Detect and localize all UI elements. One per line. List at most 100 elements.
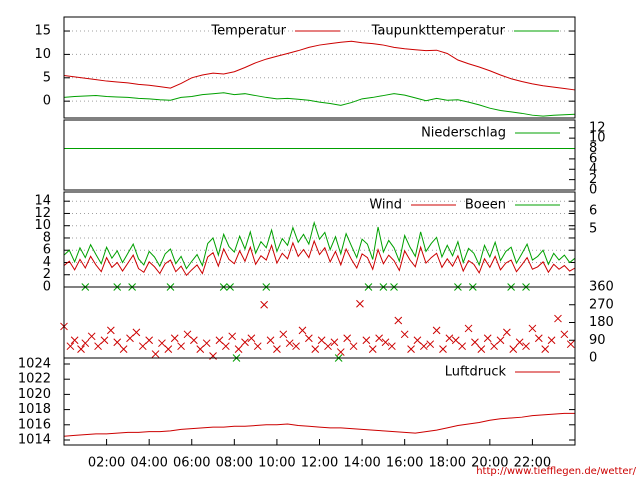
point bbox=[528, 324, 537, 333]
point bbox=[343, 334, 352, 343]
point bbox=[336, 348, 345, 356]
point bbox=[566, 340, 575, 349]
point bbox=[70, 336, 79, 345]
y-tick-label: 0 bbox=[43, 280, 51, 295]
y2-tick-label: 180 bbox=[589, 315, 614, 330]
y-tick-label: 12 bbox=[34, 206, 51, 221]
source-credit: http://www.tiefflegen.de/wetter/ bbox=[476, 466, 636, 477]
point bbox=[190, 336, 198, 345]
legend-label: Luftdruck bbox=[445, 365, 507, 380]
point bbox=[66, 342, 75, 351]
y-tick-label: 14 bbox=[34, 194, 51, 209]
series-line bbox=[63, 412, 575, 437]
point bbox=[541, 345, 550, 353]
y-tick-label: 1014 bbox=[18, 432, 51, 447]
point bbox=[305, 334, 313, 343]
plot-frame bbox=[63, 357, 576, 446]
point bbox=[298, 326, 307, 335]
y2-tick-label: 8 bbox=[589, 141, 597, 156]
y-tick-label: 0 bbox=[43, 94, 51, 109]
legend-label: Niederschlag bbox=[421, 126, 506, 141]
point bbox=[381, 338, 390, 347]
legend-label: Taupunkttemperatur bbox=[371, 24, 506, 39]
point bbox=[349, 342, 358, 351]
point bbox=[419, 342, 428, 351]
point bbox=[234, 345, 243, 353]
point bbox=[77, 345, 85, 353]
point bbox=[145, 336, 154, 345]
y2-tick-label: 6 bbox=[589, 204, 597, 219]
x-tick-label: 08:00 bbox=[216, 456, 253, 471]
point bbox=[158, 339, 166, 348]
point bbox=[330, 338, 339, 347]
point bbox=[445, 334, 454, 343]
point bbox=[451, 336, 460, 345]
point bbox=[106, 326, 115, 335]
point bbox=[324, 342, 332, 351]
point bbox=[138, 342, 147, 351]
point bbox=[253, 342, 262, 351]
point bbox=[490, 342, 498, 351]
point bbox=[170, 334, 179, 343]
x-tick-label: 22:00 bbox=[514, 456, 551, 471]
point bbox=[388, 342, 396, 351]
point bbox=[87, 332, 96, 341]
point bbox=[81, 339, 90, 348]
x-tick-label: 16:00 bbox=[386, 456, 423, 471]
y2-tick-label: 90 bbox=[589, 333, 606, 348]
point bbox=[375, 334, 383, 343]
y-tick-label: 10 bbox=[34, 218, 51, 233]
point bbox=[560, 330, 569, 339]
point bbox=[119, 345, 128, 353]
y-tick-label: 2 bbox=[43, 267, 51, 282]
point bbox=[113, 338, 122, 347]
y2-tick-label: 5 bbox=[589, 222, 597, 237]
point bbox=[285, 339, 294, 348]
series-line bbox=[63, 239, 576, 277]
point bbox=[317, 336, 326, 345]
point bbox=[177, 342, 185, 351]
x-tick-label: 06:00 bbox=[173, 456, 210, 471]
point bbox=[503, 328, 511, 337]
legend-label: Boeen bbox=[465, 198, 506, 213]
y2-tick-label: 6 bbox=[589, 151, 597, 166]
point bbox=[547, 336, 556, 345]
point bbox=[413, 336, 422, 345]
point bbox=[458, 342, 467, 351]
point bbox=[266, 336, 275, 345]
series-line bbox=[63, 92, 576, 117]
point bbox=[471, 338, 479, 347]
point bbox=[292, 342, 300, 351]
y2-tick-label: 270 bbox=[589, 297, 614, 312]
point bbox=[260, 300, 268, 309]
point bbox=[477, 345, 486, 353]
legend-label: Wind bbox=[369, 198, 402, 213]
y2-tick-label: 0 bbox=[589, 351, 597, 366]
point bbox=[126, 334, 134, 343]
y-tick-label: 5 bbox=[43, 70, 51, 85]
point bbox=[368, 345, 377, 353]
point bbox=[94, 342, 102, 351]
point bbox=[241, 338, 249, 347]
point bbox=[362, 336, 371, 345]
y-tick-label: 1016 bbox=[18, 417, 51, 432]
y-tick-label: 1022 bbox=[18, 372, 51, 387]
x-tick-label: 20:00 bbox=[471, 456, 508, 471]
point bbox=[215, 336, 224, 345]
point bbox=[221, 342, 230, 351]
series-line bbox=[63, 40, 576, 91]
point bbox=[183, 330, 192, 339]
point bbox=[279, 330, 288, 339]
point bbox=[228, 332, 237, 341]
point bbox=[196, 345, 205, 353]
y-tick-label: 10 bbox=[34, 47, 51, 62]
point bbox=[483, 334, 492, 343]
y2-tick-label: 4 bbox=[589, 162, 597, 177]
point bbox=[522, 342, 530, 351]
point bbox=[100, 336, 109, 345]
point bbox=[247, 334, 256, 343]
y2-tick-label: 360 bbox=[589, 280, 614, 295]
point bbox=[164, 345, 173, 353]
